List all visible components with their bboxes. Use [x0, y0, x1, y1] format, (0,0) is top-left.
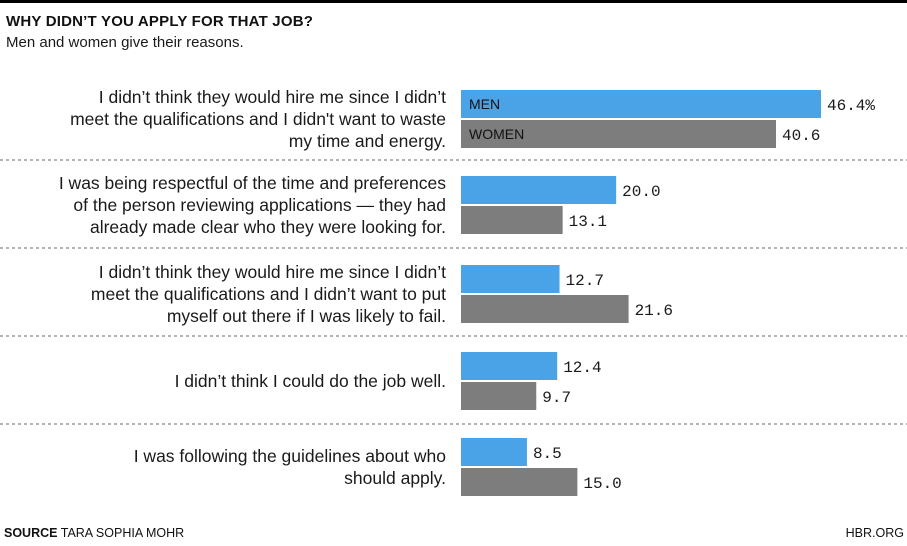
category-label: should apply.: [344, 468, 446, 488]
category-label: my time and energy.: [289, 131, 446, 151]
category-label: I didn’t think they would hire me since …: [99, 87, 446, 107]
value-label-women: 13.1: [569, 213, 607, 231]
category-label: I was being respectful of the time and p…: [59, 173, 446, 193]
brand-label: HBR.ORG: [845, 526, 904, 540]
category-label: I was following the guidelines about who: [134, 446, 446, 466]
value-label-men: 20.0: [622, 183, 660, 201]
source-text: TARA SOPHIA MOHR: [60, 526, 185, 540]
category-label: I didn’t think I could do the job well.: [175, 371, 446, 391]
value-label-men: 8.5: [533, 445, 562, 463]
category-label: of the person reviewing applications — t…: [73, 195, 446, 215]
value-label-women: 21.6: [635, 302, 673, 320]
legend-men: MEN: [469, 96, 500, 112]
value-label-men: 12.4: [563, 359, 601, 377]
category-label: meet the qualifications and I didn't wan…: [70, 109, 446, 129]
bar-women: [461, 206, 563, 234]
bar-men: [461, 352, 558, 380]
chart-subtitle: Men and women give their reasons.: [6, 34, 244, 51]
bar-women: [461, 468, 578, 496]
source-label: SOURCE: [4, 526, 58, 540]
category-label: already made clear who they were looking…: [90, 217, 446, 237]
chart-title: WHY DIDN’T YOU APPLY FOR THAT JOB?: [6, 13, 314, 30]
category-label: meet the qualifications and I didn’t wan…: [91, 284, 446, 304]
bar-men: [461, 438, 527, 466]
legend-women: WOMEN: [469, 126, 524, 142]
value-label-women: 40.6: [782, 127, 820, 145]
bar-men: [461, 90, 821, 118]
value-label-women: 9.7: [542, 389, 571, 407]
value-label-men: 46.4%: [827, 97, 875, 115]
bar-men: [461, 176, 617, 204]
bar-women: [461, 382, 537, 410]
source-note: SOURCE TARA SOPHIA MOHR: [4, 526, 184, 540]
value-label-men: 12.7: [566, 272, 604, 290]
category-label: myself out there if I was likely to fail…: [167, 306, 446, 326]
bar-women: [461, 295, 629, 323]
bar-women: [461, 120, 776, 148]
value-label-women: 15.0: [583, 475, 621, 493]
top-rule: [0, 0, 907, 3]
bar-men: [461, 265, 560, 293]
category-label: I didn’t think they would hire me since …: [99, 262, 446, 282]
